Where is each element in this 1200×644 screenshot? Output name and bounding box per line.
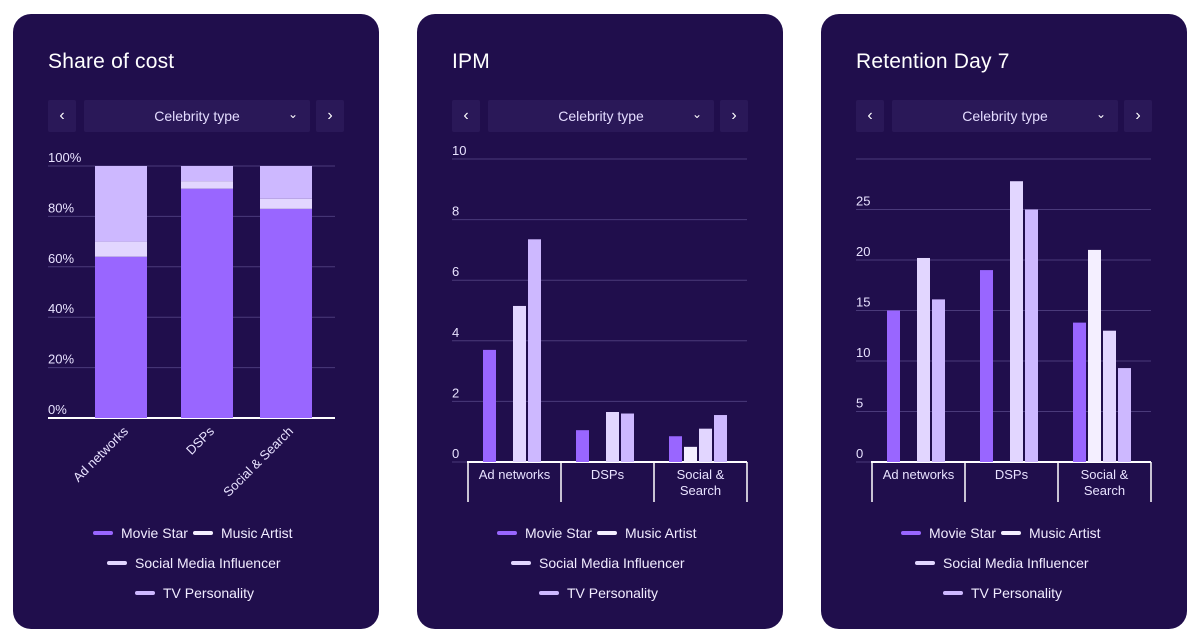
x-tick-label: Social & Search bbox=[220, 424, 296, 500]
bar-social-media-influencer-social-search bbox=[1103, 330, 1116, 462]
share-of-cost-card: Share of cost ‹ Celebrity type ⌄ › 0% 20%… bbox=[13, 14, 379, 629]
legend-music-artist: Music Artist bbox=[597, 525, 697, 541]
retention-day-7-card: Retention Day 7 ‹ Celebrity type ⌄ › 0 5 1… bbox=[821, 14, 1187, 629]
select-label: Celebrity type bbox=[154, 108, 240, 124]
x-tick-label: Social & Search bbox=[677, 467, 725, 498]
legend-tv-personality: TV Personality bbox=[943, 585, 1062, 601]
y-tick-label: 4 bbox=[452, 325, 459, 340]
y-tick-label: 80% bbox=[48, 200, 74, 215]
legend-music-artist: Music Artist bbox=[1001, 525, 1101, 541]
chevron-right-icon: › bbox=[327, 107, 333, 124]
bar-social-media-influencer-ad-networks bbox=[513, 305, 526, 462]
legend-tv-personality: TV Personality bbox=[135, 585, 254, 601]
retention-day-7-chart: 0 5 10 15 20 25 Ad networks DSPs Social & Search bbox=[856, 158, 1152, 502]
legend-movie-star: Movie Star bbox=[901, 525, 996, 541]
legend-social-media-influencer: Social Media Influencer bbox=[107, 555, 281, 571]
bar-music-artist-social-search bbox=[684, 446, 697, 462]
celebrity-type-select[interactable]: Celebrity type ⌄ bbox=[488, 100, 714, 132]
bar-tv-personality-social-search bbox=[1118, 368, 1131, 462]
bar-movie-star-social-search bbox=[669, 436, 682, 462]
y-tick-label: 8 bbox=[452, 204, 459, 219]
x-tick-label: Ad networks bbox=[883, 467, 955, 482]
bar-tv-personality-ad-networks bbox=[528, 239, 541, 462]
chart-title: IPM bbox=[452, 50, 490, 73]
y-tick-label: 0 bbox=[452, 446, 459, 461]
prev-button[interactable]: ‹ bbox=[48, 100, 76, 132]
y-tick-label: 40% bbox=[48, 301, 74, 316]
bar-tv-personality-dsps bbox=[1025, 209, 1038, 462]
y-tick-label: 10 bbox=[856, 345, 870, 360]
share-of-cost-chart: 0% 20% 40% 60% 80% 100% Ad networks DSPs Social … bbox=[48, 150, 335, 500]
chevron-left-icon: ‹ bbox=[867, 107, 873, 124]
legend-movie-star: Movie Star bbox=[497, 525, 592, 541]
bar-movie-star-social-search bbox=[1073, 322, 1086, 462]
select-label: Celebrity type bbox=[962, 108, 1048, 124]
bar-tv-personality-dsps bbox=[181, 166, 233, 182]
chevron-left-icon: ‹ bbox=[59, 107, 65, 124]
bar-social-media-influencer-dsps bbox=[606, 412, 619, 462]
chart-title: Share of cost bbox=[48, 50, 175, 73]
legend-music-artist: Music Artist bbox=[193, 525, 293, 541]
y-tick-label: 60% bbox=[48, 251, 74, 266]
y-tick-label: 20 bbox=[856, 244, 870, 259]
next-button[interactable]: › bbox=[316, 100, 344, 132]
x-tick-label: DSPs bbox=[183, 423, 217, 457]
bar-social-media-influencer-ad-networks bbox=[917, 257, 930, 462]
bar-movie-star-social-search bbox=[260, 208, 312, 418]
bar-movie-star-ad-networks bbox=[887, 310, 900, 462]
bar-social-media-influencer-social-search bbox=[699, 428, 712, 462]
x-tick-label: Ad networks bbox=[70, 423, 132, 485]
bar-social-media-influencer-social-search bbox=[260, 198, 312, 209]
chevron-down-icon: ⌄ bbox=[287, 107, 298, 121]
bar-tv-personality-social-search bbox=[260, 166, 312, 199]
chevron-right-icon: › bbox=[1135, 107, 1141, 124]
x-tick-label: DSPs bbox=[995, 467, 1029, 482]
bar-social-media-influencer-ad-networks bbox=[95, 241, 147, 257]
y-tick-label: 100% bbox=[48, 150, 82, 165]
ipm-card: IPM ‹ Celebrity type ⌄ › 0 2 4 6 8 10 Ad netwo… bbox=[417, 14, 783, 629]
y-tick-label: 15 bbox=[856, 295, 870, 310]
legend-tv-personality: TV Personality bbox=[539, 585, 658, 601]
chevron-down-icon: ⌄ bbox=[1095, 107, 1106, 121]
bar-social-media-influencer-dsps bbox=[181, 181, 233, 189]
next-button[interactable]: › bbox=[1124, 100, 1152, 132]
y-tick-label: 20% bbox=[48, 352, 74, 367]
ipm-chart: 0 2 4 6 8 10 Ad networks DSPs Social & Search bbox=[452, 143, 748, 502]
prev-button[interactable]: ‹ bbox=[452, 100, 480, 132]
chevron-right-icon: › bbox=[731, 107, 737, 124]
bar-tv-personality-dsps bbox=[621, 413, 634, 462]
prev-button[interactable]: ‹ bbox=[856, 100, 884, 132]
bar-movie-star-dsps bbox=[181, 188, 233, 418]
y-tick-label: 10 bbox=[452, 143, 466, 158]
legend-social-media-influencer: Social Media Influencer bbox=[511, 555, 685, 571]
bar-tv-personality-social-search bbox=[714, 415, 727, 462]
y-tick-label: 6 bbox=[452, 264, 459, 279]
bar-social-media-influencer-dsps bbox=[1010, 181, 1023, 462]
y-tick-label: 5 bbox=[856, 396, 863, 411]
legend-social-media-influencer: Social Media Influencer bbox=[915, 555, 1089, 571]
bar-movie-star-dsps bbox=[980, 270, 993, 462]
chevron-left-icon: ‹ bbox=[463, 107, 469, 124]
chart-title: Retention Day 7 bbox=[856, 50, 1010, 73]
celebrity-type-select[interactable]: Celebrity type ⌄ bbox=[892, 100, 1118, 132]
select-label: Celebrity type bbox=[558, 108, 644, 124]
x-tick-label: Social & Search bbox=[1081, 467, 1129, 498]
next-button[interactable]: › bbox=[720, 100, 748, 132]
y-tick-label: 0 bbox=[856, 446, 863, 461]
bar-movie-star-ad-networks bbox=[483, 349, 496, 462]
y-tick-label: 25 bbox=[856, 194, 870, 209]
bar-movie-star-dsps bbox=[576, 430, 589, 462]
celebrity-type-select[interactable]: Celebrity type ⌄ bbox=[84, 100, 310, 132]
bar-movie-star-ad-networks bbox=[95, 256, 147, 418]
legend-movie-star: Movie Star bbox=[93, 525, 188, 541]
y-tick-label: 2 bbox=[452, 385, 459, 400]
chevron-down-icon: ⌄ bbox=[691, 107, 702, 121]
x-tick-label: Ad networks bbox=[479, 467, 551, 482]
x-tick-label: DSPs bbox=[591, 467, 625, 482]
bar-tv-personality-ad-networks bbox=[932, 299, 945, 462]
bar-music-artist-social-search bbox=[1088, 249, 1101, 462]
y-tick-label: 0% bbox=[48, 402, 67, 417]
bar-tv-personality-ad-networks bbox=[95, 166, 147, 242]
